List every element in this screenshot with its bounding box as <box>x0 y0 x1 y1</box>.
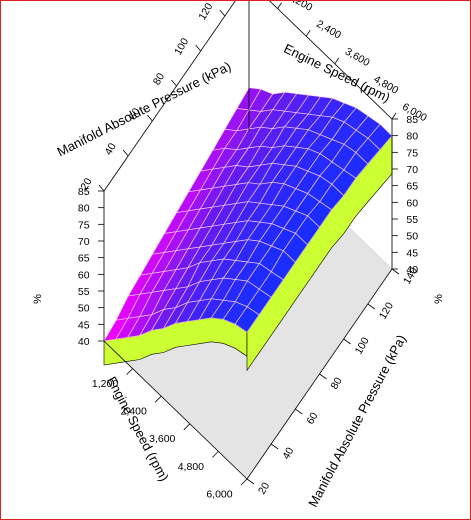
top-map-tick: 80 <box>151 71 167 87</box>
bottom-map-tick-mark <box>246 478 255 485</box>
bottom-map-tick: 120 <box>377 300 396 321</box>
left-percent-tick: 55 <box>78 286 90 298</box>
bottom-rpm-tick-mark <box>212 451 219 458</box>
left-percent-tick: 40 <box>78 336 90 348</box>
right-percent-tick: 45 <box>406 247 418 259</box>
box-edge <box>103 340 248 480</box>
right-percent-tick: 85 <box>406 114 418 126</box>
bottom-map-tick-mark <box>319 373 327 380</box>
surface-cell <box>234 306 260 333</box>
top-rpm-tick-mark <box>391 112 397 120</box>
top-rpm-tick: 1,200 <box>286 1 315 14</box>
top-map-tick-mark <box>219 9 226 17</box>
bottom-rpm-tick-mark <box>183 423 191 431</box>
top-map-tick: 120 <box>196 1 215 22</box>
left-percent-tick: 70 <box>78 236 90 248</box>
bottom-rpm-tick: 2,400 <box>121 406 147 418</box>
right-percent-axis-label: % <box>433 294 445 304</box>
left-percent-tick: 45 <box>78 319 90 331</box>
bottom-map-tick-mark <box>295 408 303 415</box>
surface-mesh <box>103 87 393 342</box>
right-percent-tick: 60 <box>406 197 418 209</box>
bottom-map-tick-mark <box>391 268 400 275</box>
box-edge <box>269 1 393 120</box>
bottom-rpm-tick: 4,800 <box>178 461 204 473</box>
right-percent-tick: 75 <box>406 147 418 159</box>
right-percent-tick: 65 <box>406 181 418 193</box>
bottom-map-tick-mark <box>367 303 376 310</box>
bottom-rpm-tick-mark <box>126 368 133 375</box>
right-percent-tick: 80 <box>406 131 418 143</box>
left-percent-tick: 75 <box>78 219 90 231</box>
right-percent-tick: 40 <box>406 264 418 276</box>
left-percent-axis-label: % <box>32 294 44 304</box>
bottom-map-tick: 20 <box>256 480 272 496</box>
top-rpm-tick-mark <box>334 57 340 65</box>
top-rpm-tick-mark <box>305 29 311 37</box>
bottom-map-tick: 40 <box>280 445 296 461</box>
top-map-tick-mark <box>195 44 201 52</box>
left-percent-tick: 80 <box>78 203 90 215</box>
top-rpm-tick: 2,400 <box>314 18 343 42</box>
bottom-rpm-tick-mark <box>154 395 162 403</box>
top-map-tick-mark <box>147 114 153 122</box>
bottom-map-tick-mark <box>343 338 351 345</box>
top-rpm-tick-mark <box>277 2 282 9</box>
bottom-rpm-tick-mark <box>240 478 248 486</box>
right-percent-tick: 50 <box>406 231 418 243</box>
top-map-tick-mark <box>122 149 129 157</box>
bottom-map-tick: 60 <box>304 410 320 426</box>
right-percent-tick: 70 <box>406 164 418 176</box>
left-percent-tick: 50 <box>78 303 90 315</box>
top-map-tick: 20 <box>78 176 94 192</box>
top-map-tick-mark <box>98 184 105 192</box>
top-map-tick: 100 <box>172 36 191 57</box>
bottom-map-tick-mark <box>270 443 279 450</box>
top-rpm-tick: 3,600 <box>343 46 372 70</box>
axis-ticks: 40 40 45 45 50 50 55 55 60 60 65 65 70 70 75 75 80 80 85 85… <box>78 1 429 500</box>
left-percent-tick: 85 <box>78 186 90 198</box>
top-map-tick-mark <box>171 79 177 87</box>
right-percent-tick: 55 <box>406 214 418 226</box>
bottom-rpm-tick: 3,600 <box>149 433 175 445</box>
top-rpm-tick-mark <box>363 85 368 92</box>
top-map-tick: 60 <box>127 106 143 122</box>
left-percent-tick: 65 <box>78 253 90 265</box>
top-map-tick: 40 <box>103 141 119 157</box>
bottom-map-tick: 100 <box>353 335 372 356</box>
bottom-rpm-tick: 6,000 <box>206 488 232 500</box>
bottom-rpm-tick: 1,200 <box>92 378 118 390</box>
bottom-map-tick: 80 <box>329 375 345 391</box>
left-percent-tick: 60 <box>78 269 90 281</box>
